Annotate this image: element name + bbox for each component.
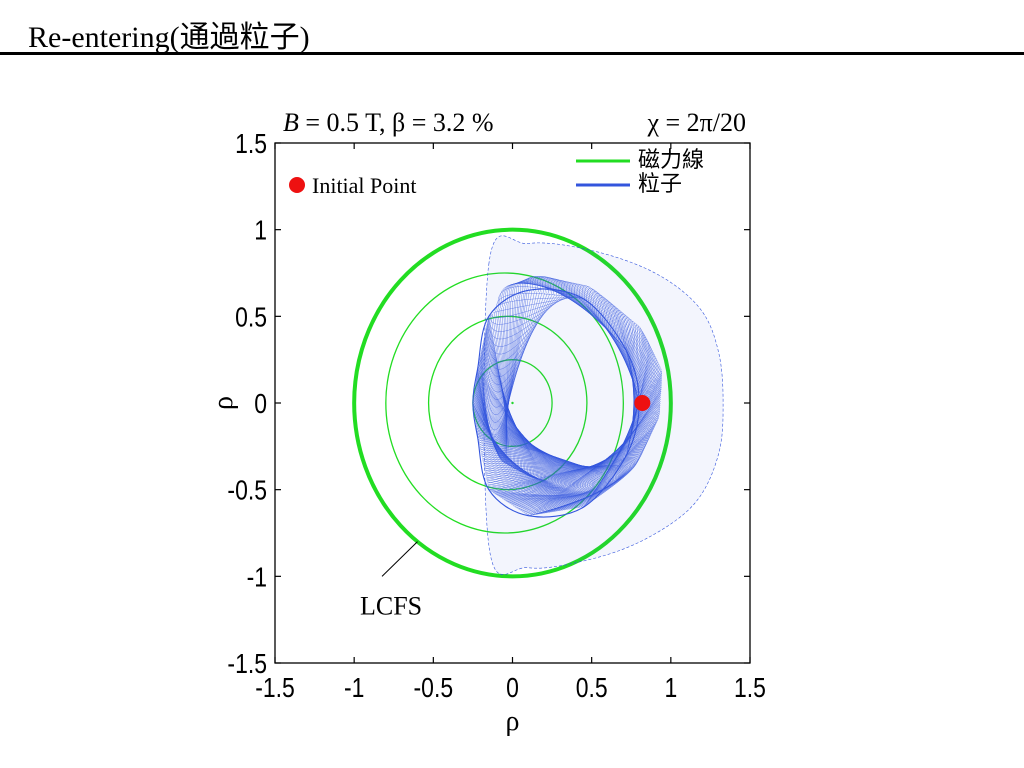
particle-orbit-fibers — [472, 276, 662, 516]
initial-point-legend-dot — [289, 177, 305, 193]
initial-point-label: Initial Point — [312, 173, 417, 198]
x-tick-label: -1 — [344, 673, 364, 704]
marker-layer — [634, 395, 651, 411]
particle-inner-boundary — [472, 288, 640, 518]
x-tick-label: 1.5 — [734, 673, 766, 704]
plot-header-left: B = 0.5 T, β = 3.2 % — [283, 108, 494, 137]
y-tick-label: 1 — [254, 216, 267, 247]
y-tick-label: 0.5 — [235, 302, 267, 333]
x-axis-label: ρ — [506, 706, 520, 737]
x-tick-label: 0 — [506, 673, 519, 704]
header-field-symbol: B — [283, 108, 299, 137]
header-field-values: = 0.5 T, β = 3.2 % — [299, 108, 494, 137]
title-divider — [0, 52, 1024, 55]
x-tick-label: -1.5 — [255, 673, 295, 704]
slide-title: Re-entering(通過粒子) — [28, 21, 310, 54]
legend-entry: 粒子 — [638, 171, 682, 196]
flux-surface-1 — [385, 272, 624, 534]
y-tick-label: -0.5 — [227, 476, 267, 507]
x-tick-label: 1 — [664, 673, 677, 704]
y-tick-label: -1 — [247, 562, 267, 593]
y-axis-label: ρ — [208, 396, 239, 410]
x-tick-label: 0.5 — [576, 673, 608, 704]
y-tick-label: -1.5 — [227, 649, 267, 680]
plot-header-right: χ = 2π/20 — [646, 108, 746, 137]
magnetic-axis-point — [511, 401, 514, 405]
lcfs-leader-line — [381, 541, 418, 577]
particle-outer-boundary — [483, 235, 724, 575]
particle-orbit-layer — [472, 235, 724, 575]
legend-entry: 磁力線 — [638, 147, 704, 172]
axes-layer: -1.5 -1 -0.5 0 0.5 1 1.5 1.5 1 0.5 0 -0.5 -1 -1.5 — [227, 129, 766, 704]
x-tick-label: -0.5 — [414, 673, 454, 704]
initial-point-marker — [634, 395, 651, 411]
y-tick-label: 0 — [254, 389, 267, 420]
lcfs-label: LCFS — [360, 591, 422, 620]
lcfs-surface — [352, 227, 673, 579]
y-tick-label: 1.5 — [235, 129, 267, 160]
